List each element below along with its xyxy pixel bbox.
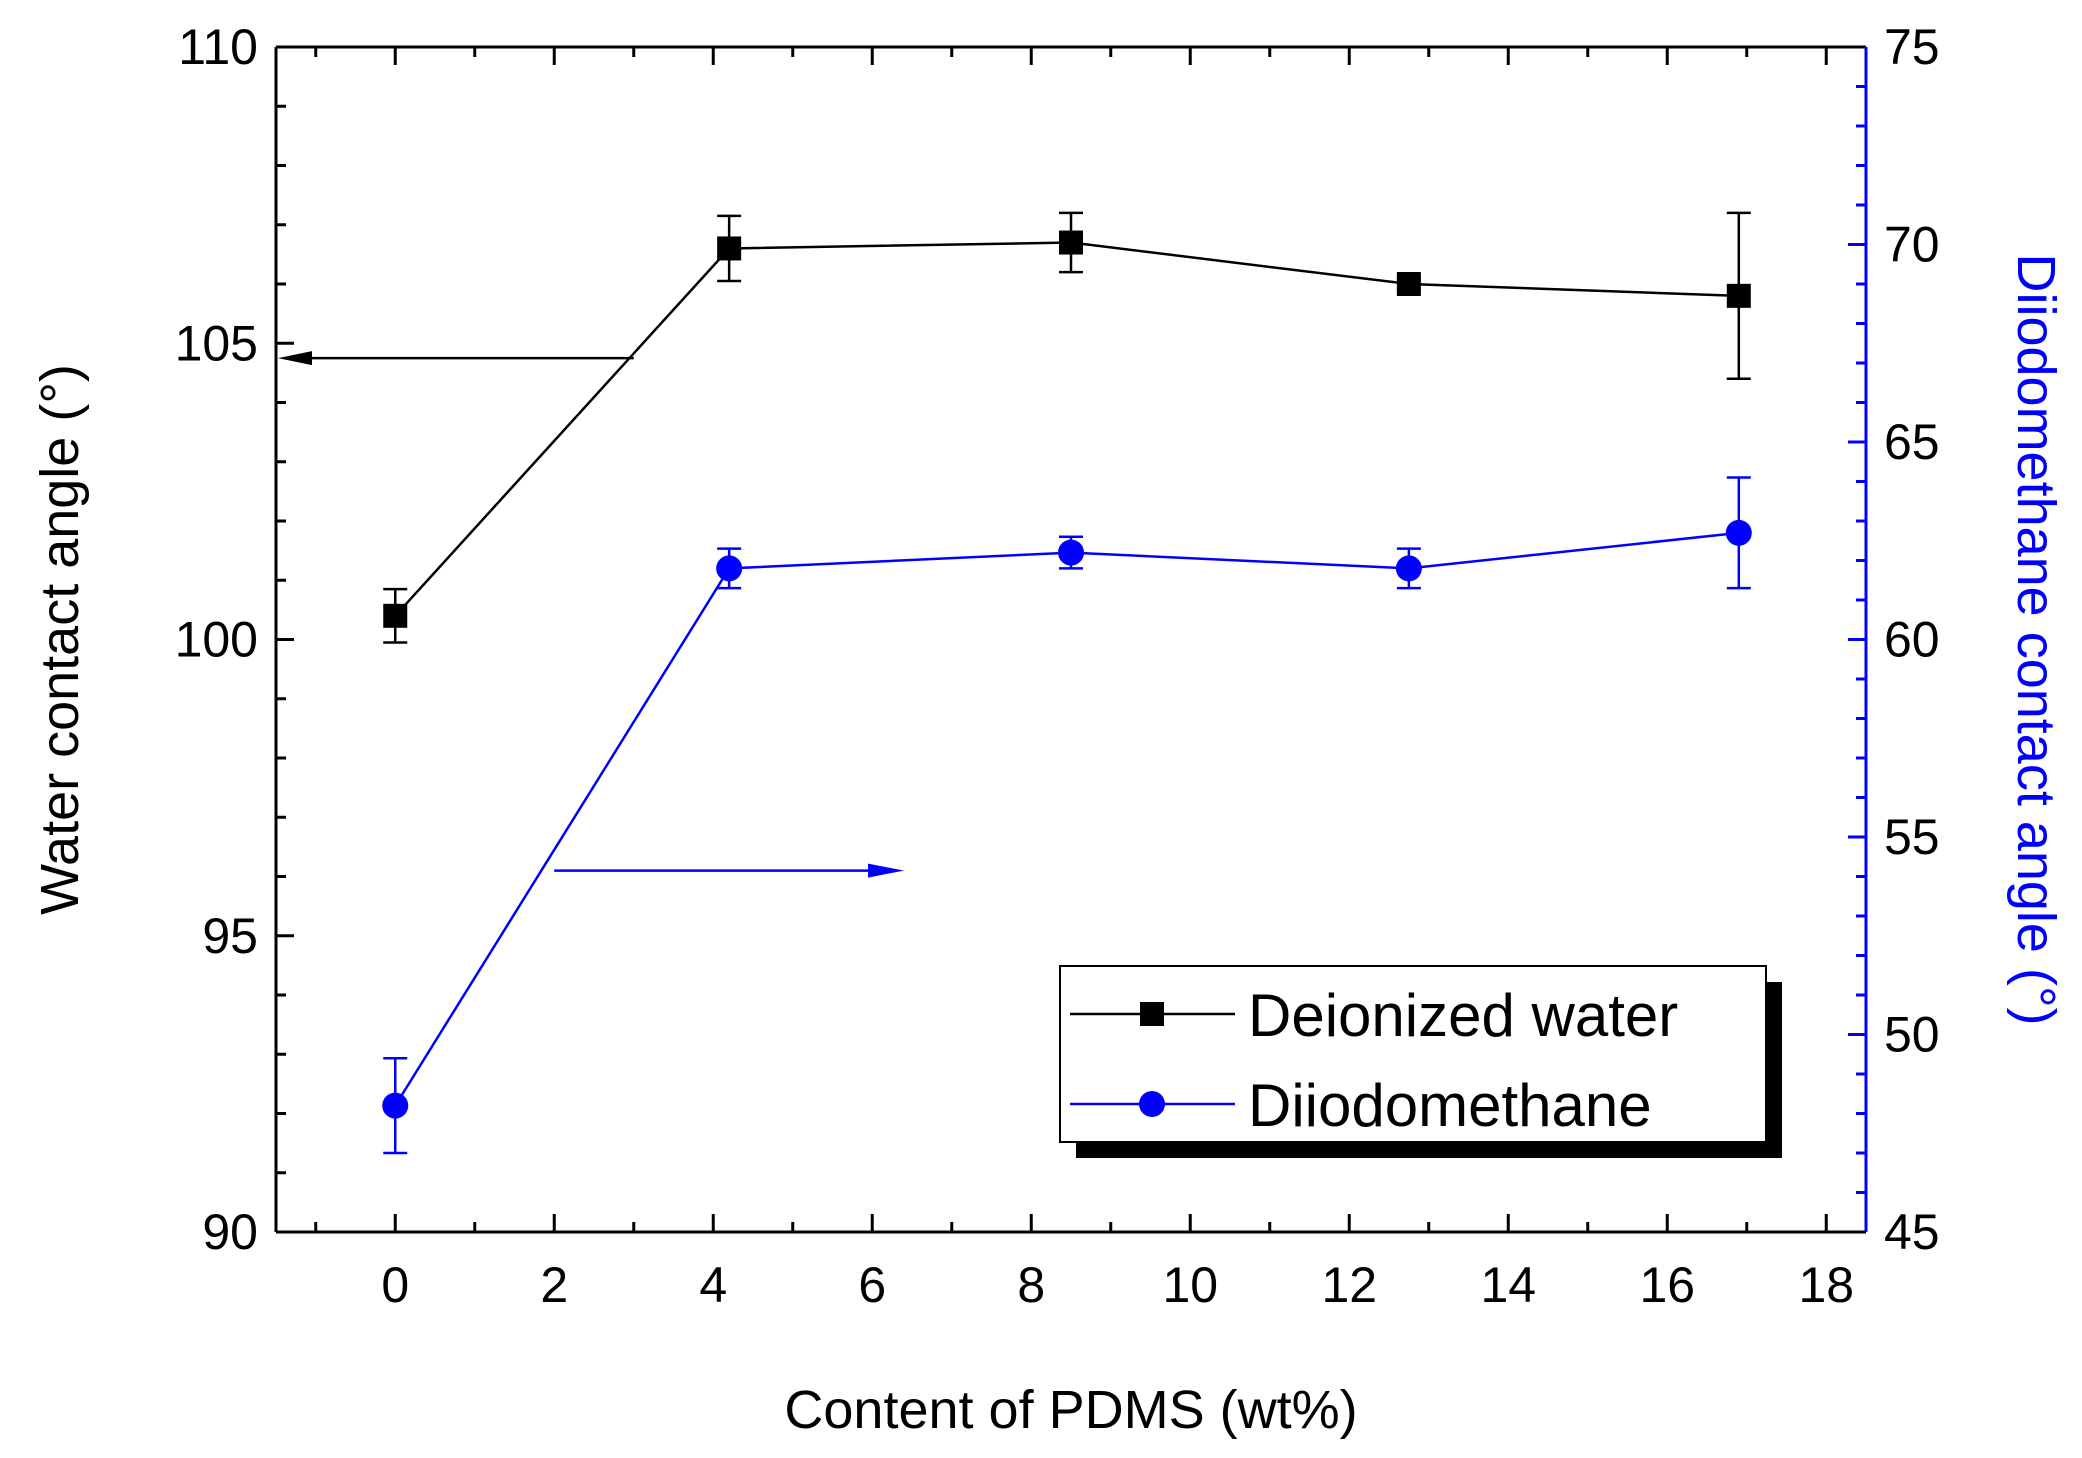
x-tick-label: 12 — [1321, 1257, 1377, 1313]
legend-marker — [1139, 1091, 1165, 1117]
y-tick-label: 105 — [175, 315, 258, 371]
x-tick-label: 8 — [1017, 1257, 1045, 1313]
y-tick-label: 95 — [202, 908, 258, 964]
y-axis-right-ticks: 45 50 55 60 65 70 75 — [1848, 19, 1940, 1260]
y-axis-right-title: Diiodomethane contact angle (°) — [2006, 253, 2066, 1025]
data-point — [382, 1092, 409, 1119]
legend: Deionized water Diiodomethane — [1059, 965, 1782, 1158]
y2-tick-label: 55 — [1884, 809, 1940, 865]
data-point — [1726, 283, 1751, 308]
legend-box — [1059, 965, 1767, 1143]
y-tick-label: 90 — [202, 1204, 258, 1260]
y2-tick-label: 45 — [1884, 1204, 1940, 1260]
x-tick-label: 0 — [381, 1257, 409, 1313]
plot-series — [382, 211, 1752, 1155]
data-point — [1395, 555, 1422, 582]
arrow-right-head — [868, 863, 905, 878]
y-tick-label: 100 — [175, 612, 258, 668]
y-axis-left-ticks: 90 95 100 105 110 — [175, 19, 294, 1260]
data-point — [1725, 519, 1752, 546]
y-tick-label: 110 — [178, 19, 258, 75]
x-tick-label: 6 — [858, 1257, 886, 1313]
data-point — [716, 555, 743, 582]
x-tick-label: 4 — [699, 1257, 727, 1313]
y2-tick-label: 60 — [1884, 612, 1940, 668]
legend-marker — [1140, 1002, 1164, 1026]
y2-tick-label: 70 — [1884, 217, 1940, 273]
data-point — [717, 236, 742, 261]
data-point — [1059, 230, 1083, 255]
x-axis-ticks: 0 2 4 6 8 10 12 14 16 18 — [314, 47, 1854, 1313]
y-axis-left-title: Water contact angle (°) — [30, 364, 90, 915]
x-axis-title: Content of PDMS (wt%) — [784, 1380, 1357, 1440]
y2-tick-label: 65 — [1884, 414, 1940, 470]
x-tick-label: 10 — [1162, 1257, 1218, 1313]
x-tick-label: 14 — [1480, 1257, 1536, 1313]
arrow-left-head — [278, 351, 312, 366]
y2-tick-label: 50 — [1884, 1007, 1940, 1063]
x-tick-label: 18 — [1798, 1257, 1854, 1313]
legend-label: Diiodomethane — [1248, 1072, 1652, 1139]
data-point — [1058, 539, 1084, 566]
y2-tick-label: 75 — [1884, 19, 1940, 75]
annotation-arrows — [278, 351, 905, 878]
data-point — [383, 603, 408, 628]
x-tick-label: 16 — [1639, 1257, 1695, 1313]
legend-label: Deionized water — [1248, 982, 1678, 1049]
data-point — [1396, 272, 1421, 296]
x-tick-label: 2 — [540, 1257, 568, 1313]
